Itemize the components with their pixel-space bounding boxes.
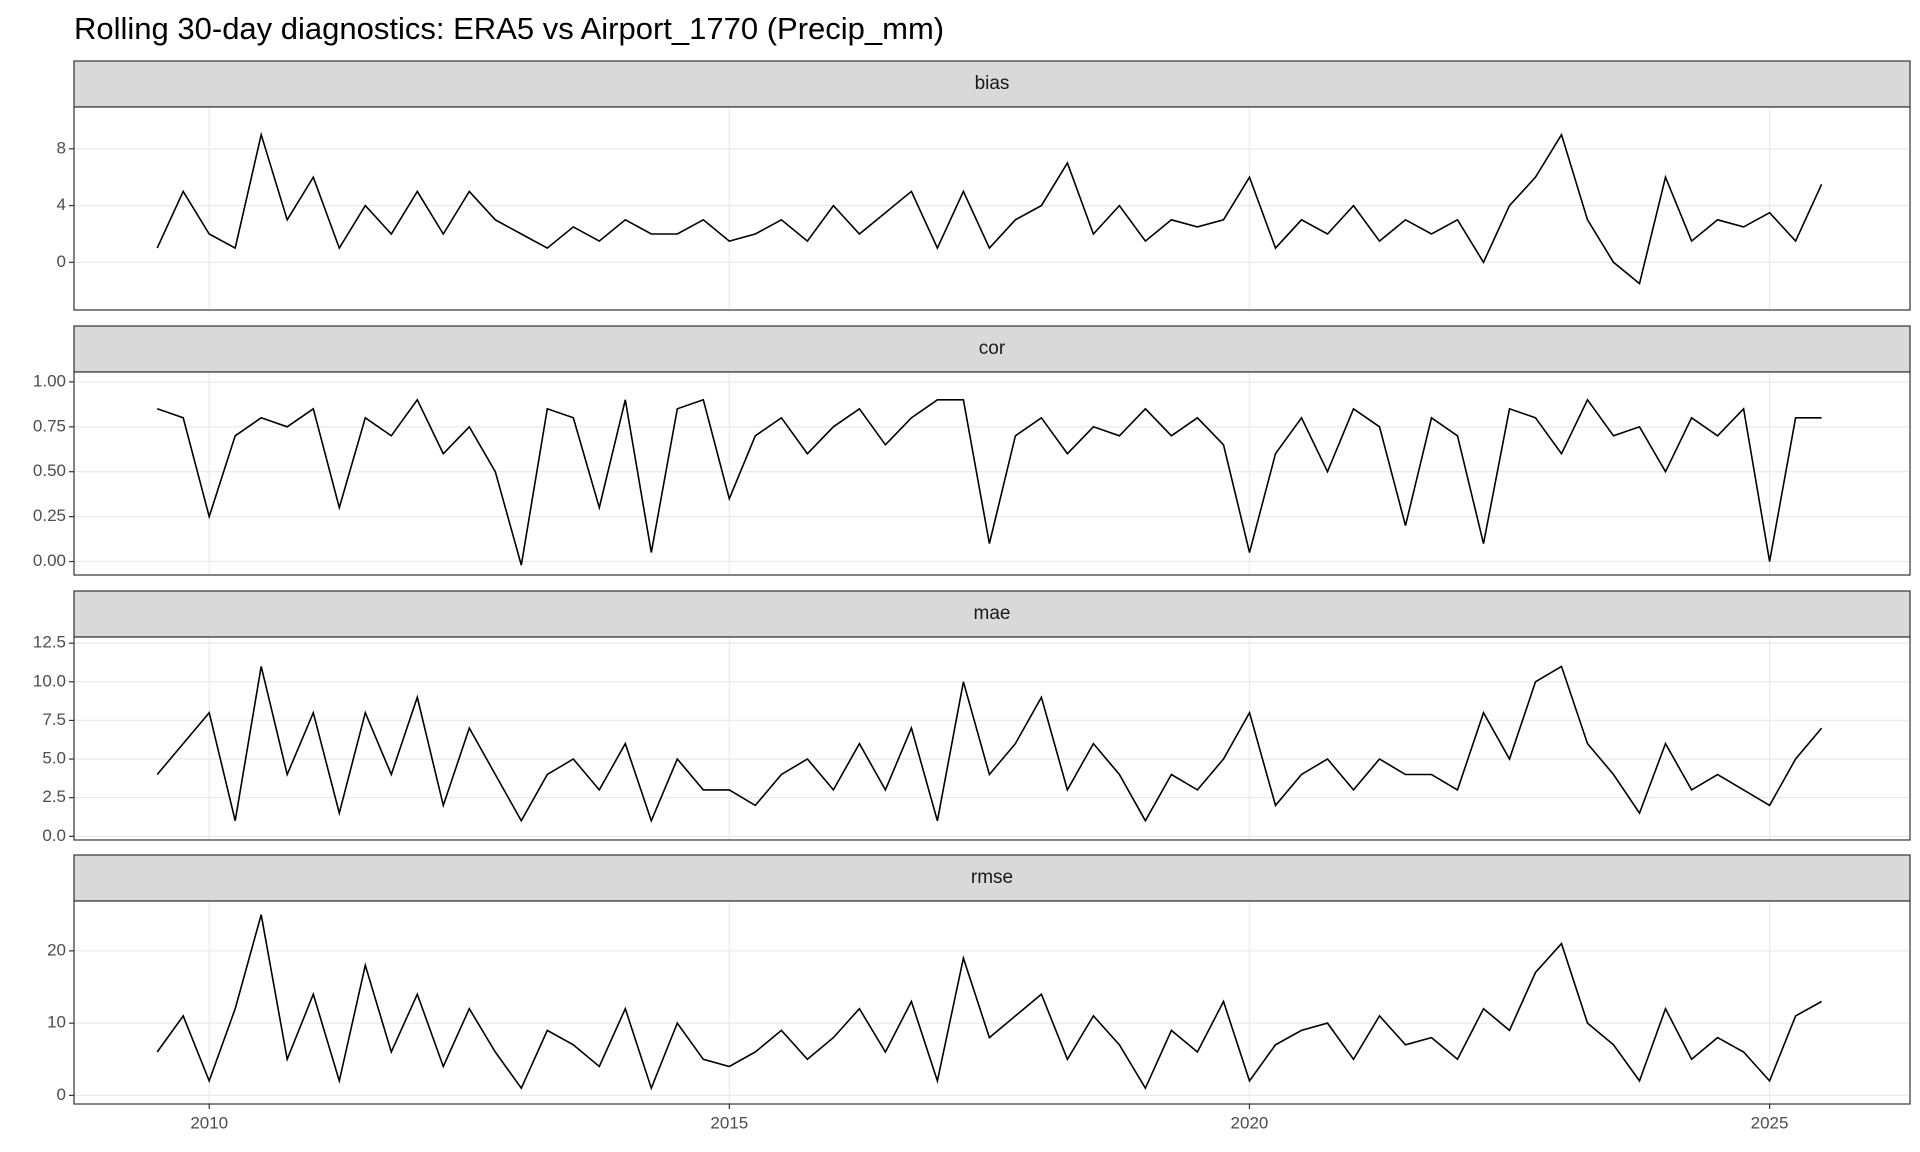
y-tick-label: 1.00 [33,371,66,390]
panel-background [74,637,1910,840]
x-tick-label: 2015 [710,1113,748,1132]
strip-background [73,325,1911,373]
x-tick-label: 2025 [1751,1113,1789,1132]
y-tick-label: 2.5 [42,787,66,806]
panel-border [73,636,1911,841]
y-tick-label: 20 [47,940,66,959]
strip-label: rmse [971,867,1013,888]
strip-background [73,590,1911,638]
panel-border [73,371,1911,576]
x-tick-label: 2010 [190,1113,228,1132]
y-tick-label: 12.5 [33,633,66,652]
panel-background [74,107,1910,310]
y-tick-label: 0.00 [33,551,66,570]
y-tick-label: 4 [57,195,66,214]
y-tick-label: 0 [57,1085,66,1104]
data-line [156,398,1822,566]
panel-border [73,900,1911,1105]
y-tick-label: 10 [47,1013,66,1032]
panel-background [74,901,1910,1104]
strip-label: bias [975,73,1010,94]
y-tick-label: 0 [57,252,66,271]
data-line [156,131,1823,286]
data-line [156,665,1823,824]
y-tick-label: 0.50 [33,461,66,480]
y-tick-label: 7.5 [42,710,66,729]
data-line [156,914,1822,1091]
y-tick-label: 0.75 [33,416,66,435]
panel-background [74,372,1910,575]
y-tick-label: 0.0 [42,826,66,845]
strip-background [73,60,1911,108]
y-tick-label: 5.0 [42,749,66,768]
strip-label: mae [974,603,1011,624]
chart-title: Rolling 30-day diagnostics: ERA5 vs Airp… [74,11,944,46]
y-tick-label: 0.25 [33,506,66,525]
strip-label: cor [979,338,1006,359]
y-tick-label: 8 [57,138,66,157]
x-tick-label: 2020 [1231,1113,1269,1132]
panel-border [73,106,1911,311]
y-tick-label: 10.0 [33,671,66,690]
